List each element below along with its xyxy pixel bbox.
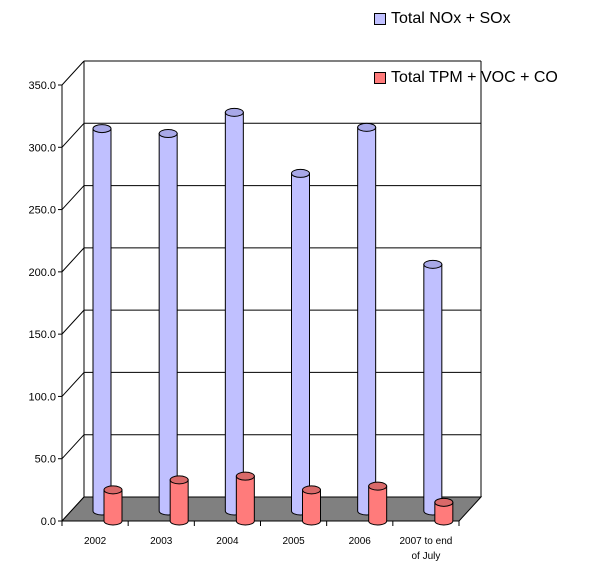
bar-nox-sox — [158, 129, 178, 516]
y-tick-label: 200.0 — [28, 267, 56, 279]
gridline-side — [61, 185, 85, 210]
bar-nox-sox — [357, 122, 377, 516]
legend-swatch-nox-sox — [374, 13, 386, 25]
gridline-side — [61, 60, 85, 86]
bar-tpm-voc-co — [368, 481, 388, 526]
y-tick-label: 0.0 — [41, 516, 56, 528]
bar-tpm-voc-co — [235, 471, 255, 526]
gridline-side — [61, 434, 85, 460]
y-tick-label: 250.0 — [28, 205, 56, 217]
bar-nox-sox — [291, 168, 310, 516]
back-wall — [84, 61, 481, 497]
x-tick-label: 2006 — [349, 536, 372, 547]
legend-item-tpm-voc-co: Total TPM + VOC + CO — [374, 69, 558, 87]
legend-label-tpm-voc-co: Total TPM + VOC + CO — [391, 69, 558, 86]
bar-nox-sox — [224, 107, 244, 516]
x-tick-label: 2004 — [216, 536, 239, 547]
y-tick-label: 350.0 — [28, 80, 56, 92]
bar-nox-sox — [92, 124, 112, 516]
x-tick-label: 2003 — [150, 536, 173, 547]
x-tick-label: 2007 to end — [400, 536, 453, 547]
x-tick-label: of July — [411, 551, 440, 562]
bar-tpm-voc-co — [103, 485, 123, 526]
legend-label-nox-sox: Total NOx + SOx — [391, 10, 511, 27]
gridline-side — [61, 309, 85, 335]
bar-tpm-voc-co — [434, 497, 454, 526]
y-tick-label: 50.0 — [35, 454, 56, 466]
y-tick-label: 100.0 — [28, 391, 56, 403]
bar-tpm-voc-co — [169, 475, 189, 526]
y-tick-label: 300.0 — [28, 142, 56, 154]
x-tick-label: 2005 — [282, 536, 305, 547]
bar-nox-sox — [423, 259, 443, 516]
gridline-side — [61, 122, 85, 148]
x-tick-label: 2002 — [84, 536, 107, 547]
gridline-side — [61, 247, 85, 273]
gridline-side — [61, 372, 85, 397]
legend-swatch-tpm-voc-co — [374, 72, 386, 84]
legend-item-nox-sox: Total NOx + SOx — [374, 10, 511, 28]
floor — [60, 496, 483, 522]
y-tick-label: 150.0 — [28, 329, 56, 341]
bar-tpm-voc-co — [302, 485, 321, 526]
